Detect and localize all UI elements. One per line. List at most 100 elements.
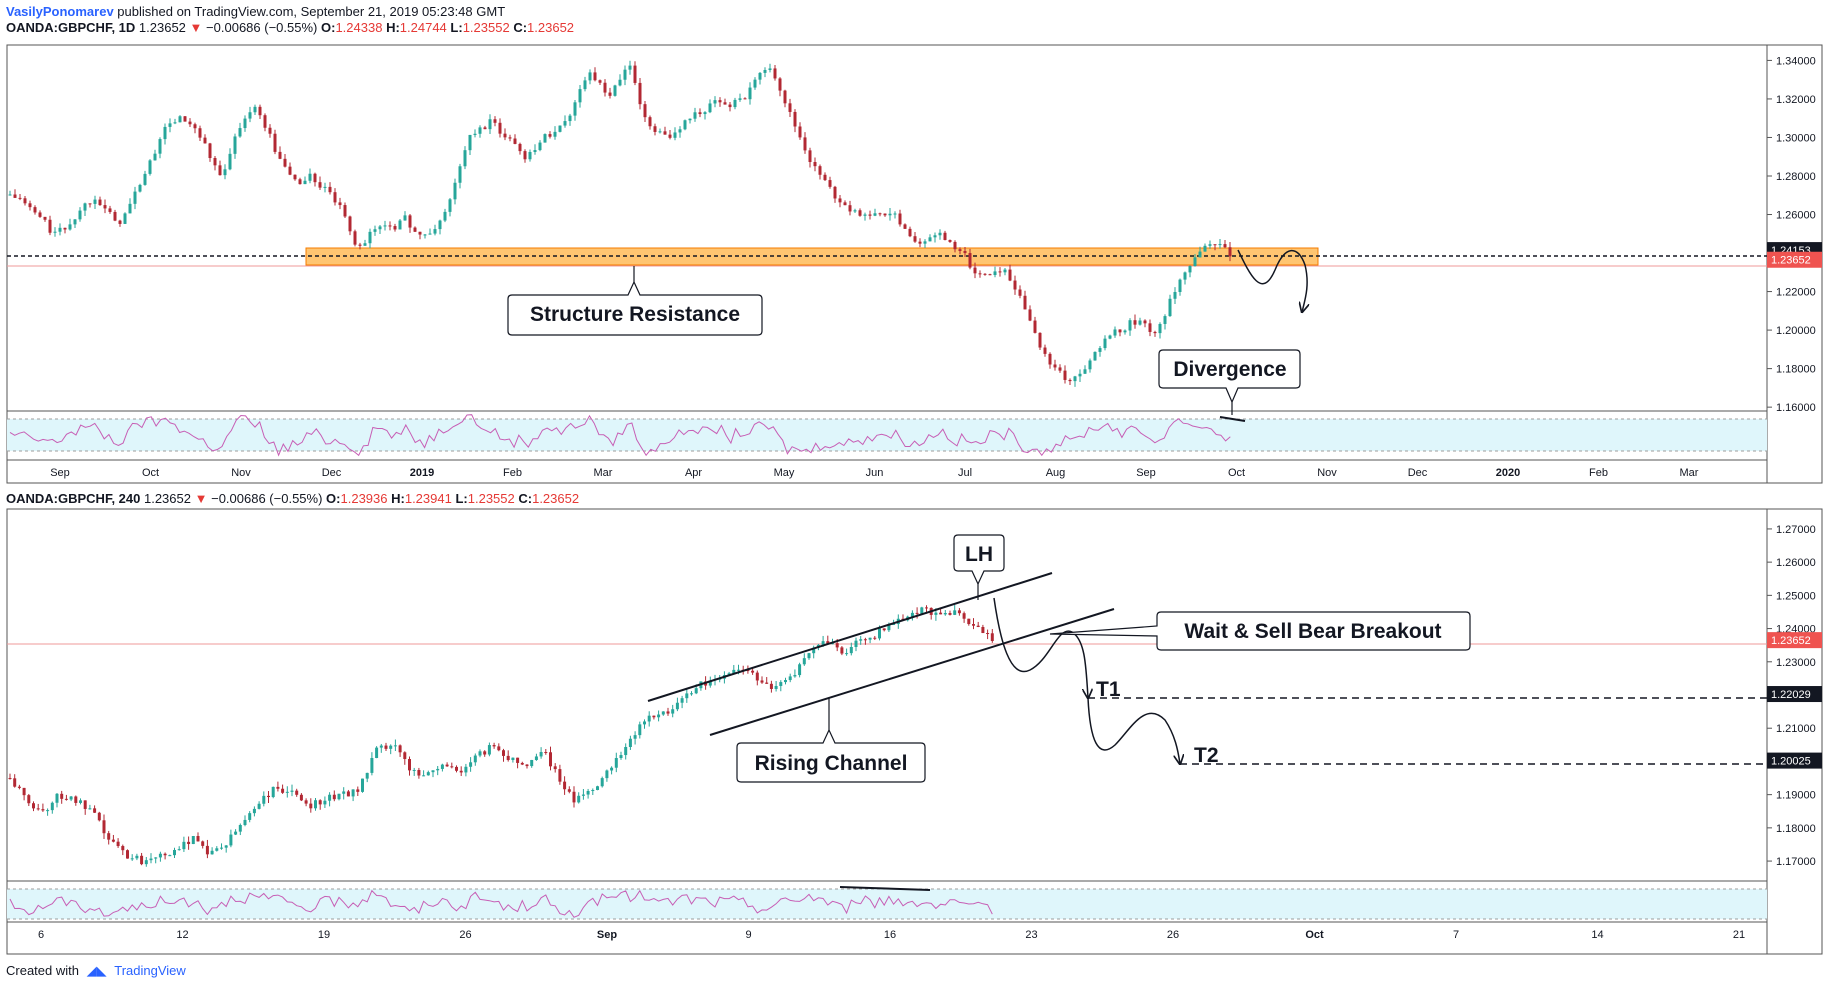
candle-body	[74, 796, 78, 803]
candle-body	[483, 751, 487, 755]
candle-body	[957, 610, 961, 614]
candle-body	[453, 182, 457, 200]
candle-body	[581, 794, 585, 796]
tradingview-logo-icon[interactable]: ◢◣	[86, 963, 107, 978]
candle-body	[1088, 360, 1092, 370]
author-link[interactable]: VasilyPonomarev	[6, 4, 114, 19]
chart2-c-label: C:	[518, 491, 533, 506]
candle-body	[603, 82, 607, 93]
structure-resistance-callout[interactable]: Structure Resistance	[507, 266, 763, 336]
candle-body	[58, 227, 62, 232]
candle-body	[1198, 251, 1202, 258]
channel-lower-line[interactable]	[709, 608, 1115, 736]
candle-body	[262, 795, 266, 804]
chart2-legend: OANDA:GBPCHF, 240 1.23652 ▼ −0.00686 (−0…	[6, 491, 579, 506]
candle-body	[953, 610, 957, 615]
candle-body	[267, 795, 270, 798]
candle-body	[107, 833, 111, 840]
candle-body	[440, 764, 444, 769]
daily-chart[interactable]: Structure Resistance Divergence 1.34000 1…	[0, 0, 1828, 490]
candle-body	[988, 274, 992, 276]
candle-body	[18, 197, 22, 199]
candle-body	[123, 213, 127, 224]
candle-body	[448, 199, 452, 212]
candle-body	[298, 179, 302, 185]
candle-body	[153, 153, 157, 161]
chart2-close: 1.23652	[532, 491, 580, 506]
candle-body	[878, 628, 881, 639]
candle-body	[455, 766, 458, 771]
lh-callout[interactable]: LH	[953, 534, 1005, 600]
candle-body	[149, 858, 153, 861]
price-label-box	[1767, 686, 1822, 703]
candle-body	[934, 612, 938, 615]
candle-body	[683, 120, 687, 130]
candle-body	[843, 202, 847, 206]
chart1-rsi-band	[7, 419, 1767, 451]
wait-sell-callout[interactable]: Wait & Sell Bear Breakout	[1049, 611, 1471, 651]
candle-body	[173, 122, 177, 124]
candle-body	[363, 243, 367, 246]
candle-body	[1098, 348, 1102, 352]
x-tick-label: Oct	[142, 467, 159, 479]
candle-body	[549, 752, 552, 767]
candle-body	[97, 812, 101, 821]
candle-body	[972, 624, 975, 626]
candle-body	[78, 210, 82, 220]
candle-body	[920, 607, 924, 614]
candle-body	[412, 769, 416, 771]
candle-body	[478, 751, 482, 756]
candle-body	[88, 808, 92, 810]
chart2-symbol[interactable]: OANDA:GBPCHF, 240	[6, 491, 141, 506]
chart1-symbol[interactable]: OANDA:GBPCHF, 1D	[6, 20, 136, 35]
candle-body	[821, 641, 825, 645]
candle-body	[111, 839, 115, 842]
candle-body	[98, 199, 102, 206]
candle-body	[520, 762, 524, 765]
x-tick-label: 12	[176, 929, 188, 941]
candle-body	[118, 220, 122, 224]
rising-channel-callout[interactable]: Rising Channel	[736, 698, 926, 783]
candle-body	[643, 104, 647, 118]
candle-body	[563, 781, 567, 790]
x-tick-label: 23	[1025, 929, 1037, 941]
candle-body	[299, 794, 303, 801]
candle-body	[1078, 373, 1082, 377]
candle-body	[978, 273, 982, 275]
candle-body	[845, 653, 849, 655]
lh-label: LH	[965, 543, 993, 566]
candle-body	[459, 770, 463, 773]
candle-body	[652, 715, 656, 718]
candle-body	[422, 775, 426, 777]
candle-body	[126, 850, 129, 859]
candle-body	[478, 127, 482, 134]
chart1-time-axis[interactable]: Sep Oct Nov Dec 2019 Feb Mar Apr May Jun Jul Aug Sep…	[50, 467, 1699, 479]
candle-body	[913, 236, 917, 242]
candle-body	[648, 117, 652, 127]
chart2-l-label: L:	[455, 491, 468, 506]
price-label-text: 1.20025	[1771, 756, 1811, 768]
candle-body	[854, 640, 858, 647]
candle-body	[168, 123, 172, 127]
candle-body	[533, 150, 537, 152]
candle-body	[628, 738, 632, 747]
tradingview-brand[interactable]: TradingView	[114, 963, 186, 978]
x-tick-label: 16	[884, 929, 896, 941]
price-label-box	[1767, 632, 1822, 649]
x-tick-label: Feb	[503, 467, 522, 479]
candle-body	[193, 124, 197, 129]
candle-body	[201, 841, 205, 846]
y-tick-label: 1.18000	[1776, 364, 1816, 376]
candle-body	[788, 676, 792, 681]
divergence-callout[interactable]: Divergence	[1158, 349, 1301, 415]
rising-channel-label: Rising Channel	[755, 752, 908, 775]
candle-body	[383, 225, 387, 227]
candle-body	[278, 151, 282, 159]
channel-upper-line[interactable]	[647, 572, 1053, 702]
candle-body	[69, 796, 73, 800]
chart2-time-axis[interactable]: 6121926Sep9162326Oct7142128	[38, 929, 1828, 941]
candle-body	[130, 858, 134, 860]
x-tick-label: Mar	[594, 467, 613, 479]
candle-body	[779, 682, 783, 686]
